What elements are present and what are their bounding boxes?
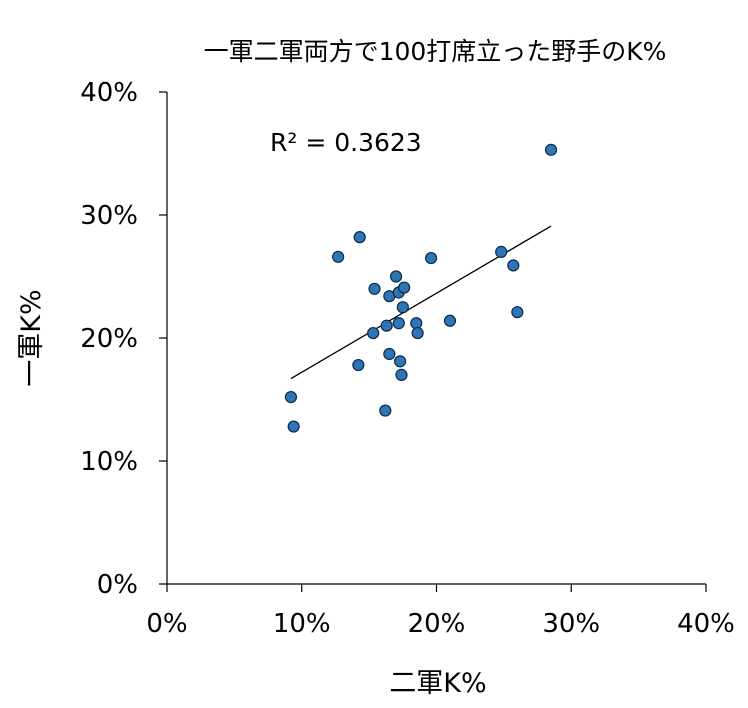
y-tick-label: 20%	[80, 324, 138, 354]
trendline	[290, 225, 552, 380]
data-point	[425, 251, 438, 265]
x-tick-label: 10%	[273, 609, 331, 639]
x-axis: 0% 10% 20% 30% 40%	[146, 583, 735, 639]
data-point	[367, 326, 380, 340]
data-point	[284, 390, 298, 404]
data-point	[380, 319, 393, 332]
data-point	[392, 317, 405, 330]
data-point	[511, 306, 524, 319]
data-point	[443, 314, 457, 327]
r-squared-annotation: R² = 0.3623	[270, 128, 422, 157]
data-point	[394, 355, 407, 368]
data-point	[398, 281, 411, 294]
chart-title: 一軍二軍両方で100打席立った野手のK%	[204, 37, 667, 66]
x-tick-label: 0%	[146, 609, 187, 639]
y-tick-label: 0%	[97, 570, 138, 600]
y-tick-label: 40%	[80, 78, 138, 108]
x-tick-label: 30%	[542, 609, 600, 639]
data-point	[368, 282, 381, 295]
y-tick-label: 10%	[80, 447, 138, 477]
data-points	[284, 143, 558, 433]
data-point	[411, 326, 424, 340]
data-point	[352, 358, 365, 372]
data-point	[332, 250, 345, 263]
data-point	[544, 143, 558, 156]
data-point	[507, 259, 520, 272]
data-point	[395, 368, 408, 381]
data-point	[396, 301, 409, 314]
data-point	[383, 347, 396, 361]
x-tick-label: 20%	[408, 609, 466, 639]
y-axis-label: 一軍K%	[16, 289, 47, 386]
x-tick-label: 40%	[677, 609, 735, 639]
data-point	[379, 404, 392, 417]
data-point	[495, 245, 508, 258]
x-axis-label: 二軍K%	[389, 668, 486, 699]
data-point	[410, 317, 423, 330]
data-point	[389, 270, 403, 283]
y-axis: 0% 10% 20% 30% 40%	[80, 78, 168, 600]
data-point	[353, 231, 366, 244]
data-point	[287, 420, 300, 433]
y-tick-label: 30%	[80, 201, 138, 231]
